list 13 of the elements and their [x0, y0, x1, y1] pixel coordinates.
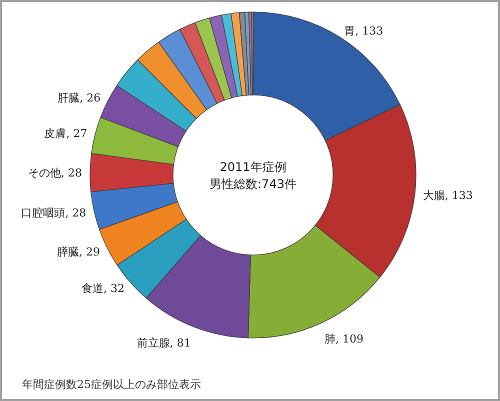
slice-label: 胃, 133	[344, 24, 384, 38]
slice-label: 食道, 32	[82, 282, 125, 295]
slice-label: 大腸, 133	[422, 188, 473, 202]
slice-label: 肝臓, 26	[58, 91, 101, 104]
slice-label: 肺, 109	[324, 332, 364, 346]
text: 男性総数:743件	[210, 177, 296, 191]
slice-label: 前立腺, 81	[136, 336, 191, 350]
slice-label: 膵臓, 29	[57, 245, 100, 258]
slice-label: その他, 28	[28, 166, 82, 180]
text: 年間症例数25症例以上のみ部位表示	[22, 378, 201, 391]
text: 2011年症例	[220, 160, 286, 174]
slice-label: 皮膚, 27	[44, 127, 88, 140]
slice-label: 口腔咽頭, 28	[21, 206, 86, 220]
